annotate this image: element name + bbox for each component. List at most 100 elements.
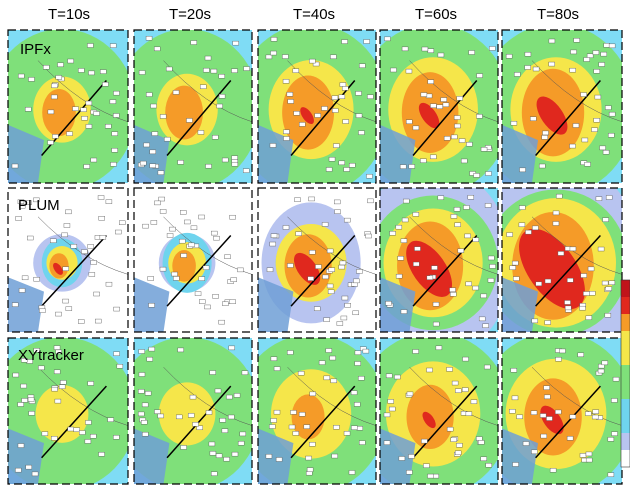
station: [314, 113, 321, 118]
station: [549, 467, 557, 473]
station: [270, 418, 277, 423]
station: [524, 65, 531, 70]
station: [338, 264, 345, 270]
colorbar-frame: [620, 279, 630, 468]
map-frame: [379, 29, 499, 184]
station: [119, 220, 126, 225]
station: [531, 449, 538, 455]
station: [113, 351, 120, 356]
coastline: [409, 367, 498, 426]
station: [343, 167, 350, 172]
station: [544, 320, 551, 325]
station: [11, 163, 19, 169]
station: [468, 50, 475, 55]
map-content: [258, 30, 376, 183]
station: [171, 271, 178, 277]
station: [487, 278, 495, 283]
map-content: [8, 338, 128, 484]
coastline: [287, 367, 376, 426]
station: [325, 167, 333, 172]
station: [605, 286, 612, 291]
station: [467, 195, 475, 200]
station: [489, 46, 496, 51]
zone-red: [53, 262, 63, 275]
station: [269, 424, 276, 429]
station: [593, 69, 600, 74]
map-frame: [133, 29, 253, 184]
station: [354, 350, 362, 355]
station: [205, 163, 212, 169]
station: [600, 51, 607, 57]
station: [210, 68, 218, 74]
station: [601, 360, 609, 366]
station: [456, 96, 463, 101]
station: [231, 161, 239, 167]
station: [169, 226, 176, 232]
station: [522, 441, 530, 446]
station: [270, 37, 278, 42]
station: [512, 260, 519, 266]
station: [295, 231, 302, 236]
station: [65, 209, 72, 215]
station: [180, 210, 187, 215]
station: [154, 409, 161, 414]
station: [543, 385, 550, 390]
station: [273, 366, 281, 371]
colorbar-cell: [621, 450, 630, 467]
station: [243, 168, 250, 173]
station: [53, 345, 61, 350]
station: [66, 131, 73, 136]
station: [343, 431, 351, 436]
station: [58, 384, 66, 389]
station: [98, 216, 105, 221]
station: [192, 422, 199, 427]
station: [406, 119, 413, 124]
station: [90, 157, 97, 163]
station: [552, 210, 560, 216]
station: [546, 416, 553, 421]
map-panel: [7, 187, 129, 333]
station: [282, 79, 290, 84]
station: [338, 94, 346, 99]
station: [331, 95, 339, 100]
station: [288, 424, 296, 430]
station: [18, 73, 25, 79]
station: [356, 426, 363, 431]
station: [41, 431, 49, 436]
station: [294, 197, 301, 202]
station: [60, 380, 67, 385]
station: [535, 281, 542, 287]
station: [333, 143, 340, 148]
fault-line: [412, 80, 478, 156]
station: [223, 456, 230, 462]
station: [572, 123, 580, 128]
station: [28, 77, 35, 82]
station: [90, 433, 97, 439]
station: [530, 116, 537, 121]
station: [109, 43, 117, 48]
colorbar-cell: [621, 331, 630, 348]
station: [366, 173, 373, 179]
station: [342, 86, 349, 91]
station: [194, 291, 202, 296]
station: [115, 229, 122, 235]
station: [383, 412, 391, 418]
station: [355, 113, 363, 118]
station: [544, 278, 552, 284]
map-content: [502, 338, 622, 484]
row-label: PLUM: [18, 197, 60, 214]
station: [67, 58, 74, 64]
station: [580, 273, 587, 278]
column-header: T=20s: [169, 6, 211, 23]
zone-red: [536, 96, 568, 135]
station: [344, 303, 351, 308]
station: [88, 272, 96, 277]
station: [548, 61, 555, 67]
station: [327, 289, 335, 294]
station: [197, 130, 205, 135]
station: [446, 367, 453, 372]
map-panel: [257, 29, 377, 184]
station: [330, 54, 337, 60]
station: [426, 275, 434, 280]
